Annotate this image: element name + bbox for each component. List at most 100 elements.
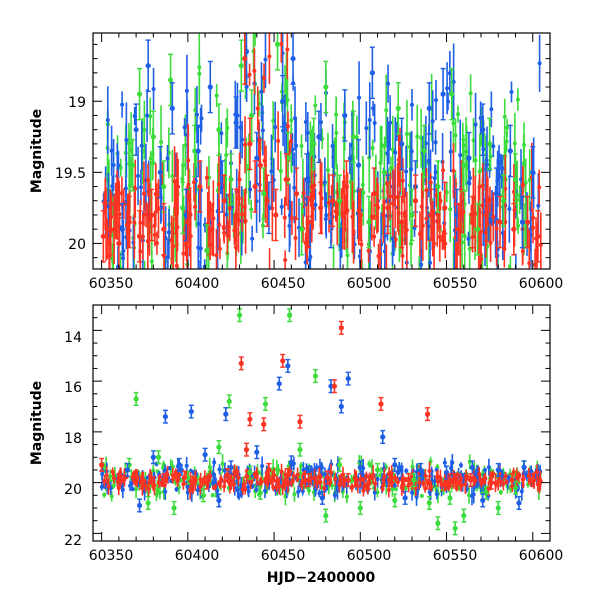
data-point xyxy=(469,464,475,471)
dense-point xyxy=(279,469,284,474)
dense-point xyxy=(380,486,385,491)
dense-point xyxy=(262,76,267,81)
dense-point xyxy=(289,216,294,221)
dense-point xyxy=(165,472,170,477)
dense-point xyxy=(455,472,460,477)
data-point xyxy=(530,169,536,175)
dense-point xyxy=(233,245,238,250)
dense-point xyxy=(415,134,420,139)
data-point xyxy=(257,162,263,168)
dense-point xyxy=(119,191,124,196)
data-point xyxy=(136,502,143,509)
dense-point xyxy=(333,477,338,482)
dense-point xyxy=(265,477,270,482)
dense-point xyxy=(399,485,404,490)
top-y-axis-title: Magnitude xyxy=(29,109,45,193)
data-point xyxy=(399,141,405,147)
dense-point xyxy=(269,169,274,174)
bottom-x-tick-labels: 60350 60400 60450 60500 60550 60600 xyxy=(89,548,564,564)
dense-point xyxy=(219,131,224,136)
data-point xyxy=(262,401,269,407)
dense-point xyxy=(274,479,279,484)
dense-point xyxy=(134,487,139,492)
dense-point xyxy=(120,102,125,107)
dense-point xyxy=(515,97,520,102)
dense-point xyxy=(133,186,138,191)
data-point xyxy=(483,212,489,218)
dense-point xyxy=(417,232,422,237)
dense-point xyxy=(341,472,346,477)
data-point xyxy=(357,212,363,218)
dense-point xyxy=(373,481,378,486)
dense-point xyxy=(109,494,114,499)
dense-point xyxy=(409,241,414,246)
dense-point xyxy=(146,178,151,183)
dense-point xyxy=(537,61,542,66)
dense-point xyxy=(375,477,380,482)
data-point xyxy=(161,226,167,232)
data-point xyxy=(304,176,310,183)
dense-point xyxy=(361,190,366,195)
dense-point xyxy=(372,121,377,126)
dense-point xyxy=(333,209,338,214)
data-point xyxy=(274,41,281,47)
data-point xyxy=(474,226,481,232)
dense-point xyxy=(455,481,460,486)
data-point xyxy=(290,55,296,62)
y-tick-label: 20 xyxy=(64,482,82,498)
data-point xyxy=(171,505,177,511)
data-point xyxy=(238,63,244,69)
dense-point xyxy=(461,209,466,214)
dense-point xyxy=(194,112,199,117)
data-point xyxy=(447,477,453,483)
dense-point xyxy=(523,180,528,185)
dense-point xyxy=(503,186,508,191)
data-point xyxy=(195,148,201,154)
data-point xyxy=(280,98,286,104)
dense-point xyxy=(350,484,355,489)
dense-point xyxy=(400,178,405,183)
data-point xyxy=(318,205,324,211)
dense-point xyxy=(423,486,428,491)
dense-point xyxy=(181,251,186,256)
data-point xyxy=(452,525,458,531)
data-point xyxy=(226,398,232,405)
data-point xyxy=(99,462,105,468)
data-point xyxy=(119,226,125,232)
dense-point xyxy=(104,473,109,478)
data-point xyxy=(495,505,501,511)
dense-point xyxy=(247,72,252,77)
dense-point xyxy=(222,484,227,489)
y-tick-label: 16 xyxy=(64,380,82,396)
data-point xyxy=(242,55,248,62)
data-point xyxy=(435,520,441,526)
data-point xyxy=(136,233,143,239)
dense-point xyxy=(102,478,107,483)
x-axis-title: HJD−2400000 xyxy=(267,570,376,586)
dense-point xyxy=(444,190,449,195)
data-point xyxy=(402,495,408,501)
data-point xyxy=(149,212,155,218)
dense-point xyxy=(244,474,249,479)
dense-point xyxy=(433,170,438,175)
data-point xyxy=(530,477,536,483)
dense-point xyxy=(304,237,309,242)
dense-point xyxy=(502,114,507,119)
dense-point xyxy=(270,476,275,481)
y-tick-label: 19 xyxy=(68,95,86,111)
dense-point xyxy=(534,469,539,474)
dense-point xyxy=(165,156,170,161)
data-point xyxy=(524,219,531,225)
dense-point xyxy=(345,253,350,258)
data-point xyxy=(461,513,467,519)
dense-point xyxy=(417,480,422,485)
dense-point xyxy=(323,216,328,221)
dense-point xyxy=(369,214,374,219)
dense-point xyxy=(392,483,397,488)
dense-point xyxy=(364,126,369,131)
dense-point xyxy=(432,241,437,246)
dense-point xyxy=(210,493,215,498)
dense-point xyxy=(477,184,482,189)
dense-point xyxy=(217,246,222,251)
dense-point xyxy=(148,156,153,161)
